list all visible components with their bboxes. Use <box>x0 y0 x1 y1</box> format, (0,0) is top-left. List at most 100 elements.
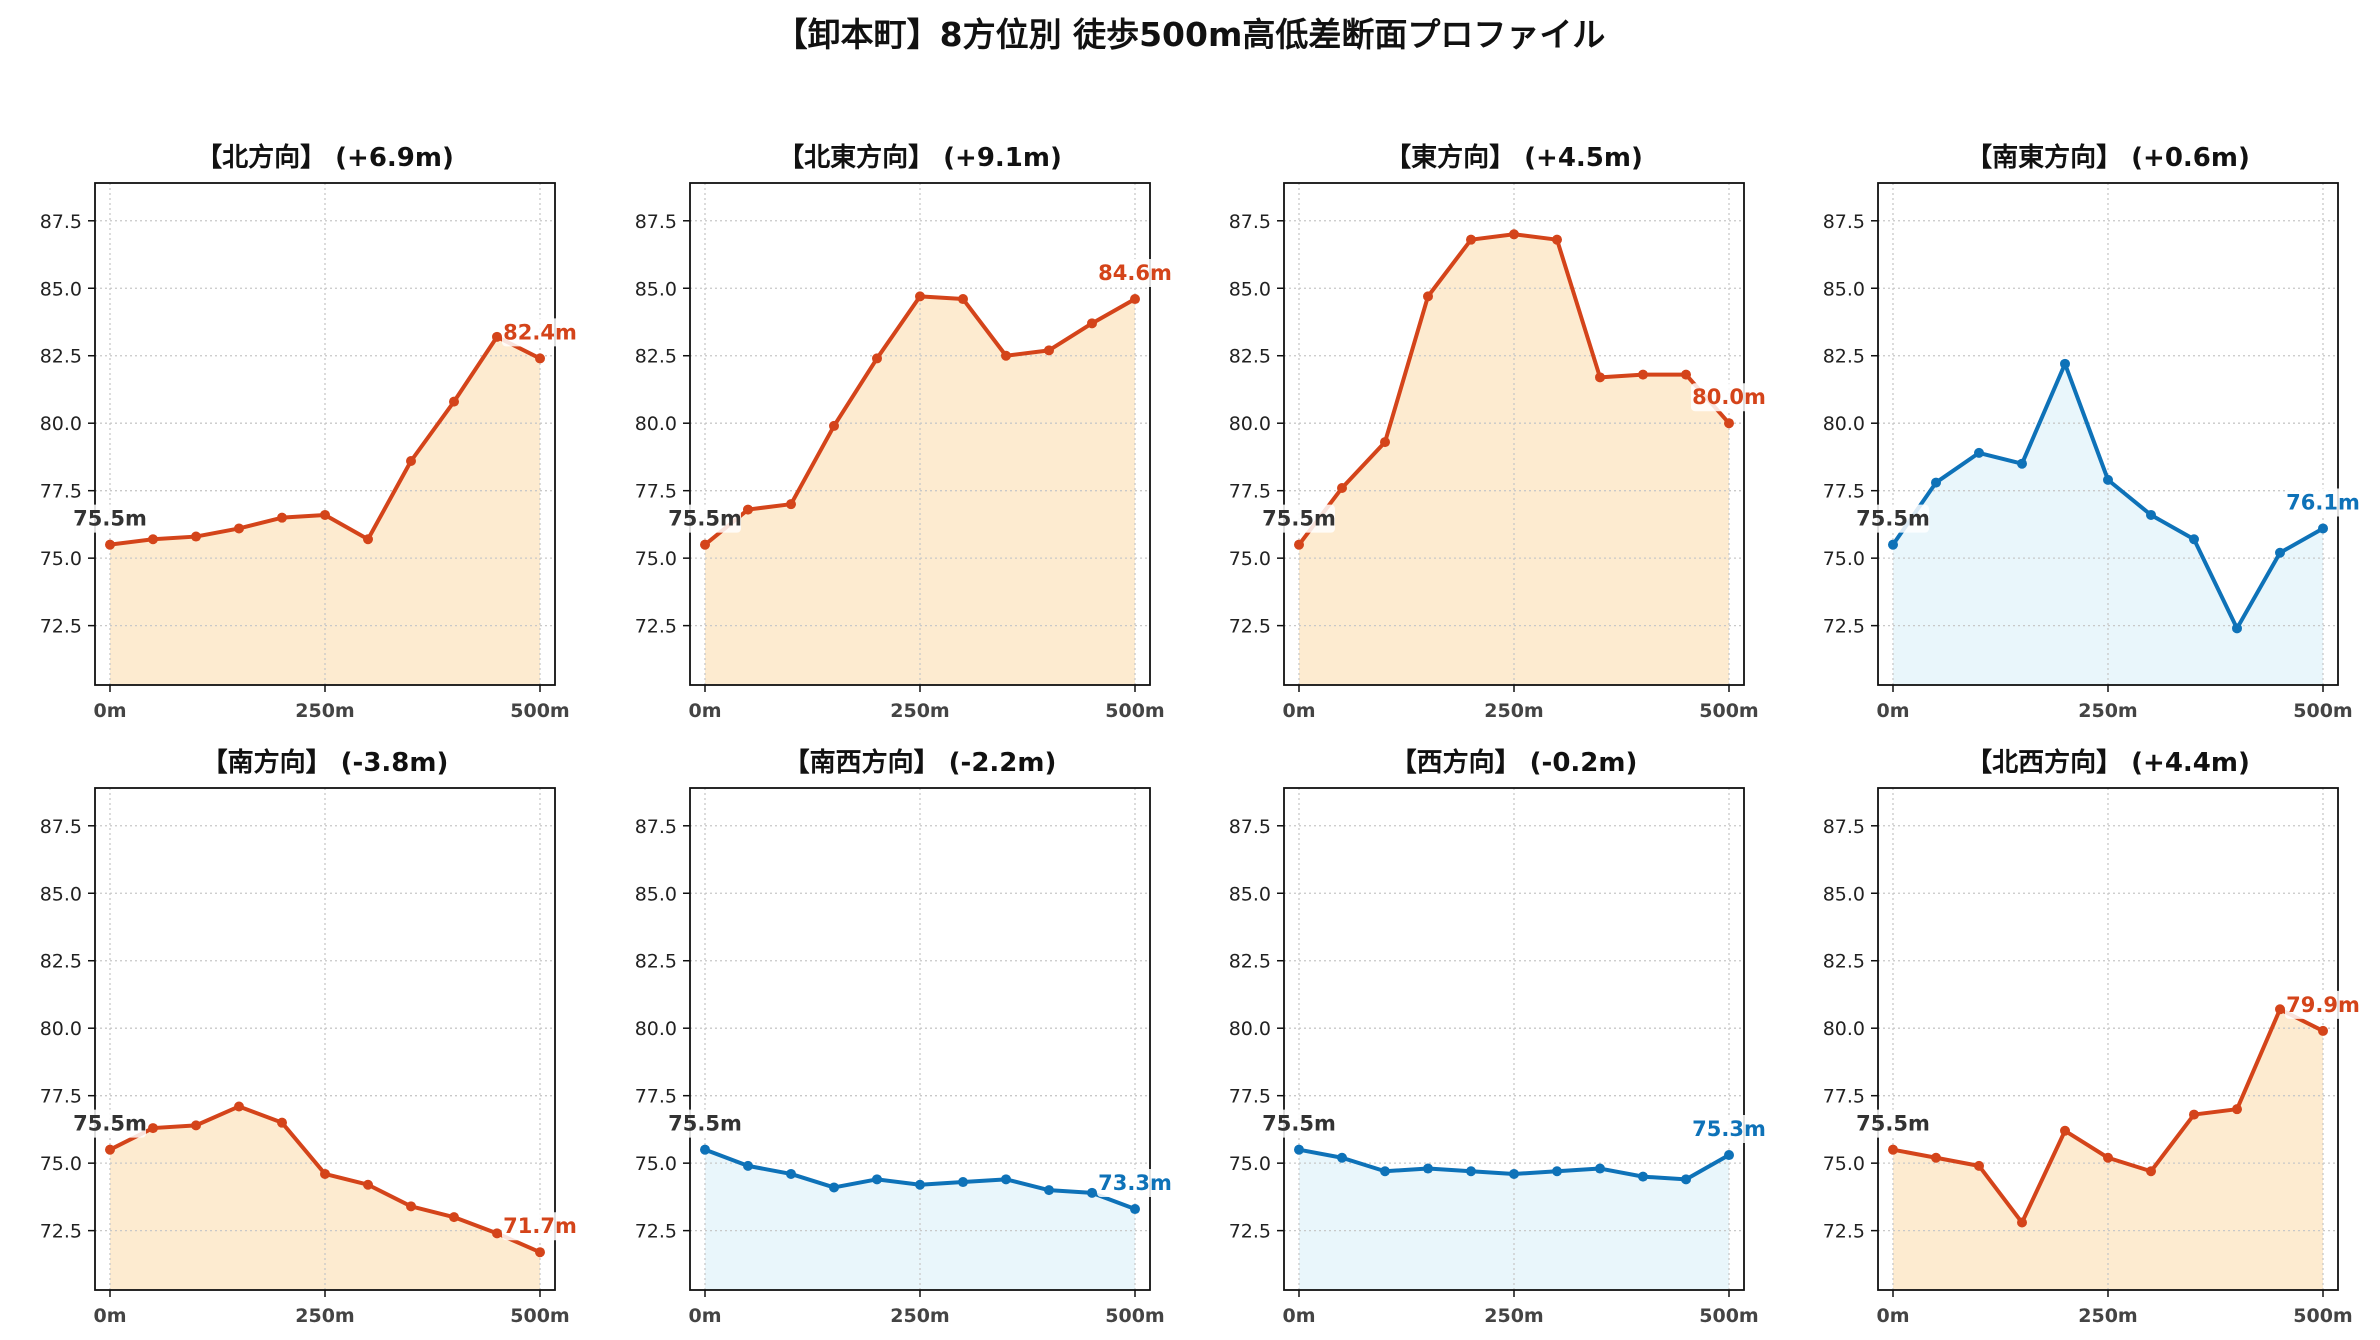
y-tick-label: 72.5 <box>40 1221 82 1243</box>
data-point <box>2060 358 2070 369</box>
data-point <box>915 291 925 302</box>
data-point <box>535 1247 545 1258</box>
data-point <box>535 353 545 364</box>
y-tick-label: 72.5 <box>1823 1221 1865 1243</box>
y-tick-label: 87.5 <box>635 211 677 233</box>
y-tick-label: 72.5 <box>1229 1221 1271 1243</box>
end-label: 75.3m <box>1692 1117 1766 1141</box>
y-tick-label: 75.0 <box>40 548 82 570</box>
end-label: 80.0m <box>1692 385 1766 409</box>
data-point <box>2060 1125 2070 1136</box>
subplot-title: 【南東方向】 (+0.6m) <box>1966 142 2250 173</box>
x-tick-label: 500m <box>1105 1305 1164 1327</box>
y-tick-label: 87.5 <box>1229 816 1271 838</box>
y-tick-label: 72.5 <box>1229 616 1271 638</box>
start-label-bg <box>74 504 146 533</box>
subplot-title: 【西方向】 (-0.2m) <box>1391 747 1638 778</box>
x-tick-label: 250m <box>890 1305 949 1327</box>
end-label: 76.1m <box>2286 490 2360 514</box>
start-label-bg <box>1263 1109 1335 1138</box>
subplot-title: 【北方向】 (+6.9m) <box>196 142 454 173</box>
y-tick-label: 77.5 <box>635 481 677 503</box>
data-point <box>492 1228 502 1239</box>
start-label-bg <box>669 1109 741 1138</box>
x-tick-label: 0m <box>1282 700 1315 722</box>
y-tick-label: 85.0 <box>40 883 82 905</box>
y-tick-label: 85.0 <box>1823 883 1865 905</box>
data-point <box>1931 477 1941 488</box>
y-tick-label: 75.0 <box>1823 1153 1865 1175</box>
subplot-3: 72.5 75.0 77.5 80.0 82.5 85.0 87.5 0m 250m 500m 【東… <box>1229 142 1767 722</box>
x-tick-label: 0m <box>688 1305 721 1327</box>
data-point <box>1001 350 1011 361</box>
data-point <box>1595 372 1605 383</box>
data-point <box>2146 509 2156 520</box>
end-label-bg <box>502 318 578 347</box>
data-point <box>1380 437 1390 448</box>
x-tick-label: 500m <box>1699 1305 1758 1327</box>
data-point <box>1681 1174 1691 1185</box>
y-tick-label: 80.0 <box>40 1018 82 1040</box>
data-point <box>2103 1152 2113 1163</box>
data-point <box>1724 418 1734 429</box>
subplot-5: 72.5 75.0 77.5 80.0 82.5 85.0 87.5 0m 250m 500m 【南… <box>40 747 578 1327</box>
data-point <box>1087 1187 1097 1198</box>
y-tick-label: 80.0 <box>635 413 677 435</box>
data-point <box>148 534 158 545</box>
end-label-bg <box>1097 259 1173 288</box>
end-label: 82.4m <box>503 320 577 344</box>
start-label-bg <box>1263 504 1335 533</box>
start-label: 75.5m <box>73 1112 147 1136</box>
subplot-1: 72.5 75.0 77.5 80.0 82.5 85.0 87.5 0m 250m 500m 【北… <box>40 142 578 722</box>
x-tick-label: 500m <box>1105 700 1164 722</box>
start-label-bg <box>1857 1109 1929 1138</box>
y-tick-label: 77.5 <box>1229 1086 1271 1108</box>
data-point <box>2275 547 2285 558</box>
data-point <box>872 1174 882 1185</box>
end-label-bg <box>1691 383 1767 412</box>
data-point <box>1337 482 1347 493</box>
data-point <box>1509 1168 1519 1179</box>
y-tick-label: 77.5 <box>635 1086 677 1108</box>
data-point <box>1337 1152 1347 1163</box>
y-tick-label: 85.0 <box>1229 278 1271 300</box>
data-point <box>700 539 710 550</box>
end-label: 71.7m <box>503 1214 577 1238</box>
data-point <box>786 1168 796 1179</box>
data-point <box>363 534 373 545</box>
data-point <box>191 1120 201 1131</box>
x-tick-label: 250m <box>1484 700 1543 722</box>
data-point <box>2146 1166 2156 1177</box>
data-point <box>2318 523 2328 534</box>
data-point <box>1294 1144 1304 1155</box>
y-tick-label: 87.5 <box>1823 211 1865 233</box>
x-tick-label: 0m <box>1282 1305 1315 1327</box>
figure-title: 【卸本町】8方位別 徒歩500m高低差断面プロファイル <box>774 15 1606 54</box>
subplot-title: 【北西方向】 (+4.4m) <box>1966 747 2250 778</box>
data-point <box>1974 1160 1984 1171</box>
data-point <box>872 353 882 364</box>
data-point <box>958 294 968 305</box>
data-point <box>1130 294 1140 305</box>
data-point <box>786 499 796 510</box>
y-tick-label: 87.5 <box>40 211 82 233</box>
y-tick-label: 75.0 <box>1229 1153 1271 1175</box>
data-point <box>1044 345 1054 356</box>
data-point <box>191 531 201 542</box>
start-label: 75.5m <box>668 1112 742 1136</box>
x-tick-label: 500m <box>510 700 569 722</box>
start-label-bg <box>1857 504 1929 533</box>
data-point <box>1888 539 1898 550</box>
start-label: 75.5m <box>1262 1112 1336 1136</box>
y-tick-label: 82.5 <box>1823 346 1865 368</box>
y-tick-label: 77.5 <box>1823 481 1865 503</box>
data-point <box>2275 1004 2285 1015</box>
data-point <box>1638 369 1648 380</box>
y-tick-label: 82.5 <box>40 346 82 368</box>
data-point <box>320 509 330 520</box>
y-tick-label: 80.0 <box>1823 413 1865 435</box>
y-tick-label: 72.5 <box>635 616 677 638</box>
y-tick-label: 82.5 <box>1229 951 1271 973</box>
data-point <box>1423 1163 1433 1174</box>
